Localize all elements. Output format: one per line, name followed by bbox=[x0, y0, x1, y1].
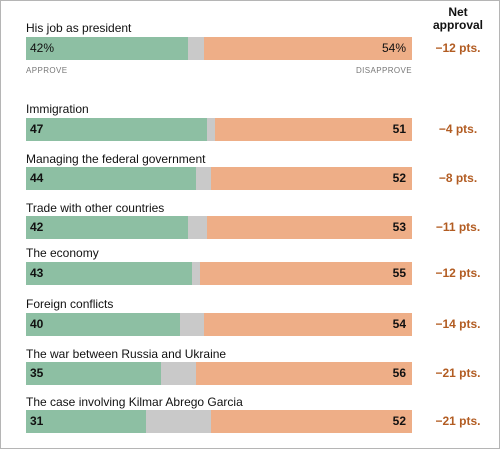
approve-segment bbox=[26, 216, 189, 239]
row-label: The war between Russia and Ukraine bbox=[26, 347, 227, 361]
net-approval-value: −8 pts. bbox=[438, 171, 478, 185]
approve-value-label: 40 bbox=[30, 317, 44, 331]
approve-segment bbox=[26, 313, 181, 336]
stacked-bar: 35 56 bbox=[26, 362, 412, 385]
stacked-bar: 44 52 bbox=[26, 167, 412, 190]
disapprove-value-label: 53 bbox=[392, 220, 406, 234]
disapprove-segment bbox=[207, 216, 412, 239]
row-label: The economy bbox=[26, 246, 99, 260]
net-header-line2: approval bbox=[432, 18, 483, 32]
row-label: Managing the federal government bbox=[26, 152, 206, 166]
approve-value-label: 43 bbox=[30, 266, 44, 280]
row-label: His job as president bbox=[26, 21, 132, 35]
stacked-bar: 42 53 bbox=[26, 216, 412, 239]
disapprove-value-label: 52 bbox=[392, 171, 406, 185]
no-opinion-segment bbox=[207, 118, 216, 141]
stacked-bar: 43 55 bbox=[26, 262, 412, 285]
approve-value-label: 42% bbox=[30, 41, 55, 55]
net-approval-value: −21 pts. bbox=[435, 414, 481, 428]
disapprove-value-label: 51 bbox=[392, 122, 406, 136]
approve-segment bbox=[26, 37, 189, 60]
stacked-bar: 42% 54% bbox=[26, 37, 412, 60]
no-opinion-segment bbox=[188, 216, 208, 239]
disapprove-segment bbox=[195, 362, 412, 385]
net-approval-value: −12 pts. bbox=[435, 266, 481, 280]
no-opinion-segment bbox=[145, 410, 212, 433]
no-opinion-segment bbox=[161, 362, 196, 385]
approve-value-label: 35 bbox=[30, 366, 44, 380]
disapprove-segment bbox=[215, 118, 412, 141]
approve-value-label: 44 bbox=[30, 171, 44, 185]
disapprove-value-label: 54 bbox=[392, 317, 406, 331]
row-label: Immigration bbox=[26, 102, 89, 116]
disapprove-segment bbox=[203, 37, 412, 60]
no-opinion-segment bbox=[188, 37, 204, 60]
approve-axis-label: APPROVE bbox=[26, 66, 68, 75]
approve-segment bbox=[26, 118, 208, 141]
disapprove-segment bbox=[199, 262, 412, 285]
row-label: Foreign conflicts bbox=[26, 297, 114, 311]
row-label: Trade with other countries bbox=[26, 201, 165, 215]
approve-value-label: 47 bbox=[30, 122, 44, 136]
disapprove-value-label: 56 bbox=[392, 366, 406, 380]
net-approval-value: −11 pts. bbox=[435, 220, 481, 234]
approve-value-label: 31 bbox=[30, 414, 44, 428]
disapprove-value-label: 54% bbox=[381, 41, 406, 55]
no-opinion-segment bbox=[180, 313, 204, 336]
approve-value-label: 42 bbox=[30, 220, 44, 234]
row-label: The case involving Kilmar Abrego Garcia bbox=[26, 395, 243, 409]
no-opinion-segment bbox=[195, 167, 212, 190]
disapprove-segment bbox=[203, 313, 412, 336]
disapprove-value-label: 52 bbox=[392, 414, 406, 428]
net-approval-value: −14 pts. bbox=[435, 317, 481, 331]
net-header-line1: Net bbox=[448, 5, 468, 19]
stacked-bar: 40 54 bbox=[26, 313, 412, 336]
disapprove-segment bbox=[211, 410, 412, 433]
disapprove-segment bbox=[211, 167, 412, 190]
no-opinion-segment bbox=[191, 262, 200, 285]
approve-segment bbox=[26, 362, 162, 385]
net-approval-value: −12 pts. bbox=[435, 41, 481, 55]
disapprove-value-label: 55 bbox=[392, 266, 406, 280]
approve-segment bbox=[26, 167, 196, 190]
approve-segment bbox=[26, 262, 192, 285]
net-approval-header: Net approval bbox=[428, 6, 488, 32]
approve-segment bbox=[26, 410, 146, 433]
net-approval-value: −4 pts. bbox=[438, 122, 478, 136]
stacked-bar: 31 52 bbox=[26, 410, 412, 433]
disapprove-axis-label: DISAPPROVE bbox=[355, 66, 412, 75]
net-approval-value: −21 pts. bbox=[435, 366, 481, 380]
stacked-bar: 47 51 bbox=[26, 118, 412, 141]
